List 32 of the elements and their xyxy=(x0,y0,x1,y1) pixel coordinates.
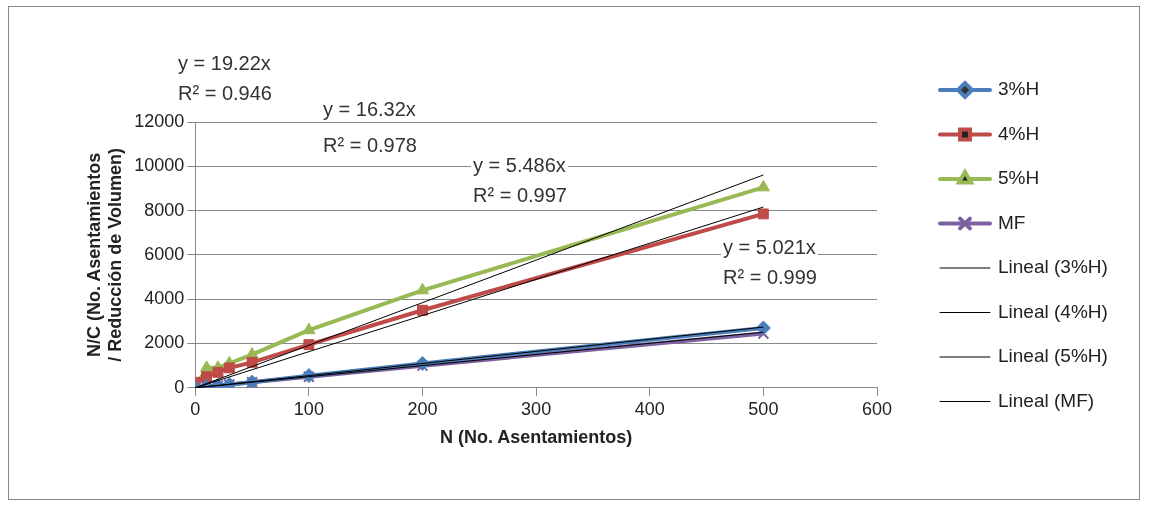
legend-label: 4%H xyxy=(998,122,1040,144)
legend-label: 3%H xyxy=(998,78,1040,100)
annotation: y = 5.021x xyxy=(723,236,816,258)
annotation: R² = 0.997 xyxy=(473,184,567,206)
text: y = 19.22x xyxy=(178,52,271,74)
y-tick-label: 10000 xyxy=(134,155,185,176)
x-tick-label: 500 xyxy=(748,398,779,419)
legend-label: Lineal (3%H) xyxy=(998,256,1108,278)
y-tick-label: 2000 xyxy=(144,332,185,353)
x-tick-label: 600 xyxy=(861,398,893,419)
x-tick-label: 200 xyxy=(407,398,438,419)
legend-label: MF xyxy=(998,211,1026,233)
annotation: R² = 0.999 xyxy=(723,266,817,288)
annotation: R² = 0.978 xyxy=(323,134,417,156)
y-tick-label: 6000 xyxy=(144,243,185,264)
x-tick-label: 0 xyxy=(190,398,201,419)
legend-label: Lineal (MF) xyxy=(998,389,1095,411)
y-tick-label: 0 xyxy=(174,376,185,397)
annotation: y = 5.486x xyxy=(473,154,566,176)
legend-label: Lineal (4%H) xyxy=(998,300,1108,322)
x-axis-title: N (No. Asentamientos) xyxy=(439,427,633,448)
y-tick-label: 12000 xyxy=(134,110,185,131)
y-tick-label: 8000 xyxy=(144,199,185,220)
y-tick-label: 4000 xyxy=(144,288,185,309)
x-tick-label: 300 xyxy=(521,398,552,419)
legend-label: Lineal (5%H) xyxy=(998,345,1108,367)
text: y = 16.32x xyxy=(323,98,416,120)
y-axis-title: N/C (No. Asentamientos / Reducción de Volumen) xyxy=(83,148,126,362)
legend-label: 5%H xyxy=(998,167,1040,189)
x-tick-label: 400 xyxy=(634,398,665,419)
x-tick-label: 100 xyxy=(293,398,324,419)
text: R² = 0.946 xyxy=(178,82,272,104)
